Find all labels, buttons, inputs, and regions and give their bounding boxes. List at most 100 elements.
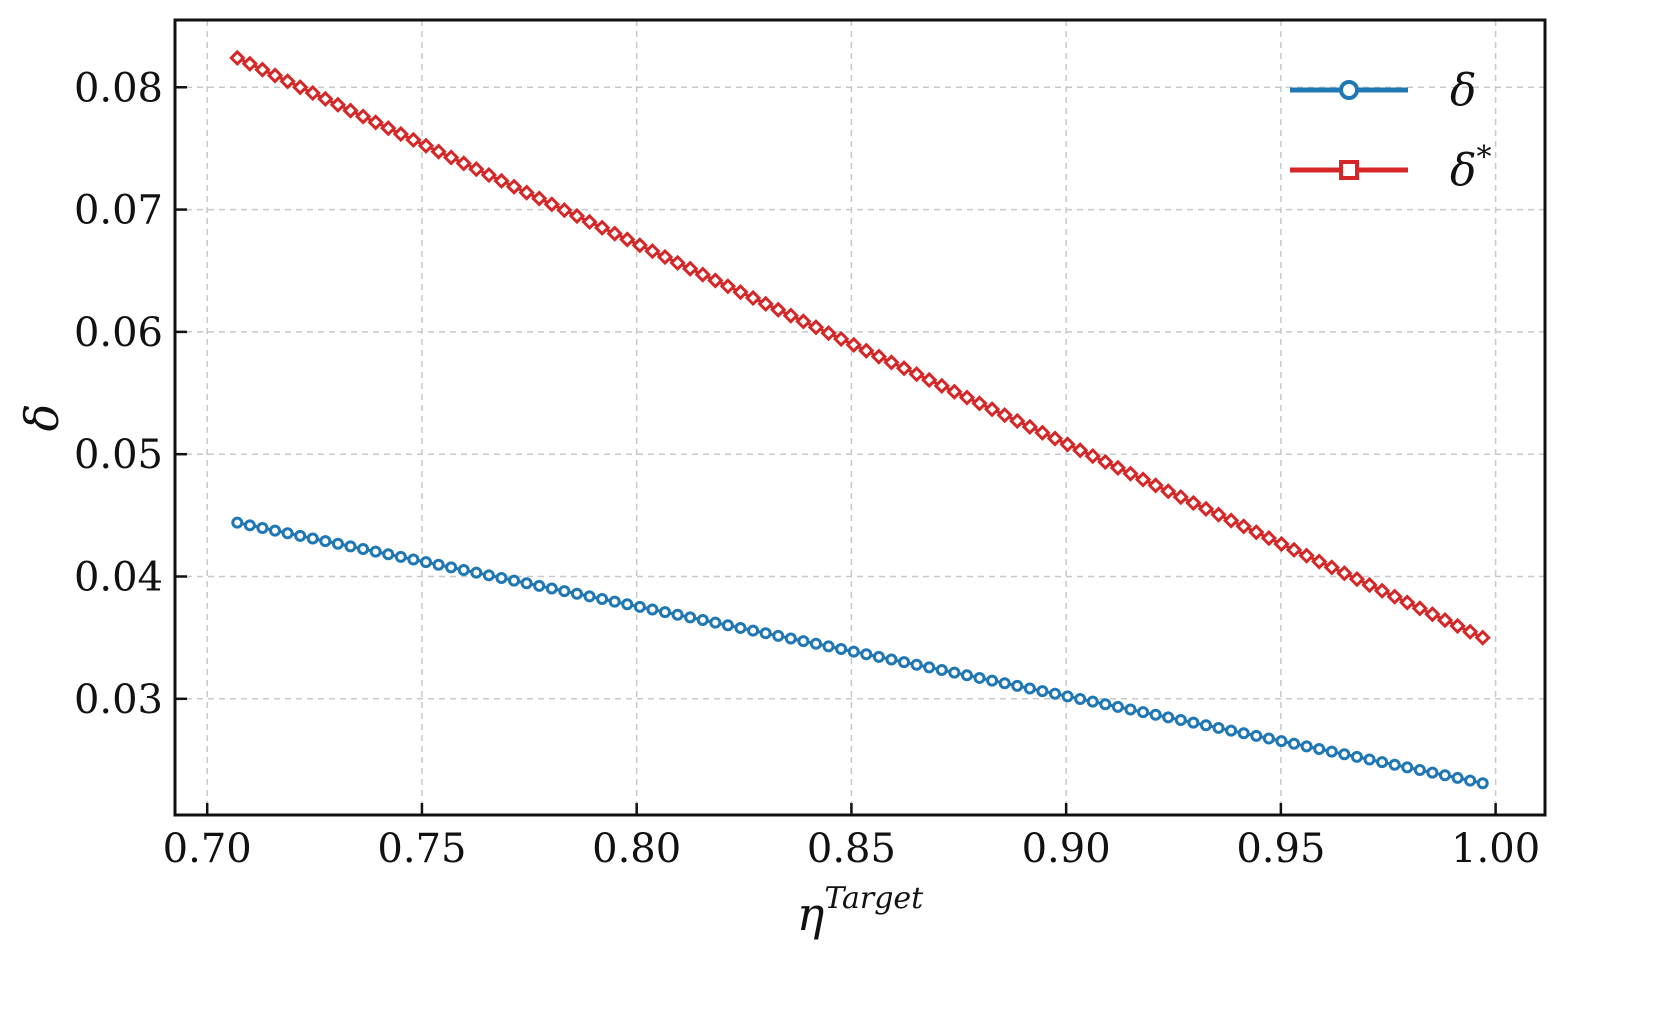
data-point <box>1023 682 1036 695</box>
data-point <box>946 383 963 400</box>
x-tick-label: 0.75 <box>377 826 466 872</box>
data-point <box>770 301 787 318</box>
data-point <box>998 677 1011 690</box>
data-point <box>1260 529 1277 547</box>
data-point <box>606 225 623 242</box>
data-point <box>847 645 860 658</box>
data-point <box>1074 692 1087 705</box>
data-point <box>883 354 900 371</box>
plot-frame <box>173 18 1547 817</box>
data-point <box>1199 719 1212 732</box>
data-point <box>419 556 432 569</box>
series-0 <box>231 516 1489 790</box>
data-point <box>1361 576 1378 594</box>
data-point <box>734 621 747 634</box>
data-point <box>707 272 724 289</box>
data-point <box>1350 750 1363 763</box>
data-point <box>1225 724 1238 737</box>
data-point <box>845 336 862 353</box>
data-point <box>807 319 825 336</box>
data-point <box>1197 500 1215 517</box>
data-point <box>895 360 913 377</box>
data-point <box>1250 729 1263 742</box>
data-point <box>1262 732 1275 745</box>
data-point <box>1388 758 1401 771</box>
legend-marker-delta <box>1339 80 1359 100</box>
data-point <box>908 366 925 383</box>
data-point <box>795 313 812 330</box>
data-point <box>933 377 950 394</box>
data-point <box>921 371 938 389</box>
data-point <box>1413 764 1426 777</box>
data-point <box>1034 424 1051 441</box>
data-point <box>392 125 409 143</box>
data-point <box>518 184 535 201</box>
data-point <box>1185 494 1202 512</box>
data-point <box>455 155 472 172</box>
x-tick-label: 0.85 <box>807 826 896 872</box>
data-point <box>241 55 258 72</box>
data-point <box>935 664 948 677</box>
data-point <box>1099 698 1112 711</box>
y-tick-label: 0.06 <box>74 310 163 356</box>
data-point <box>520 577 533 590</box>
data-point <box>694 266 711 283</box>
data-point <box>1059 436 1076 453</box>
data-point <box>1323 559 1340 576</box>
data-point <box>633 600 646 613</box>
y-tick-label: 0.05 <box>74 432 163 478</box>
data-point <box>505 178 523 195</box>
data-point <box>1137 706 1150 719</box>
data-point <box>344 540 357 553</box>
data-point <box>294 529 307 542</box>
data-point <box>1298 547 1315 564</box>
data-point <box>1248 524 1265 541</box>
data-point <box>1084 447 1101 465</box>
data-point <box>631 237 648 254</box>
data-point <box>820 325 837 342</box>
data-point <box>1149 708 1162 721</box>
data-point <box>533 579 546 592</box>
data-point <box>898 656 911 669</box>
data-point <box>986 674 999 687</box>
data-point <box>772 629 785 642</box>
data-point <box>1160 483 1177 500</box>
data-point <box>719 278 737 295</box>
data-point <box>570 587 583 600</box>
data-point <box>1275 735 1288 748</box>
data-point <box>1288 737 1301 750</box>
data-point <box>659 606 672 619</box>
data-point <box>1438 769 1451 782</box>
data-point <box>1338 748 1351 761</box>
data-point <box>480 166 498 184</box>
data-point <box>342 102 359 119</box>
data-point <box>568 207 586 225</box>
data-point <box>1172 488 1189 506</box>
data-point <box>354 108 372 125</box>
data-point <box>973 671 986 684</box>
data-point <box>833 330 850 348</box>
data-point <box>367 114 384 131</box>
data-point <box>292 79 309 96</box>
data-point <box>960 669 973 682</box>
data-point <box>1011 679 1024 692</box>
data-point <box>1411 600 1428 617</box>
y-tick-label: 0.07 <box>74 188 163 234</box>
data-point <box>684 611 697 624</box>
data-point <box>1273 535 1290 553</box>
legend: δ δ* <box>1290 65 1492 196</box>
data-point <box>621 598 634 611</box>
y-tick-label: 0.08 <box>74 65 163 111</box>
data-point <box>1174 714 1187 727</box>
data-point <box>558 585 571 598</box>
data-point <box>243 519 256 532</box>
data-point <box>1300 740 1313 753</box>
data-point <box>860 648 873 661</box>
data-point <box>369 545 382 558</box>
data-point <box>782 307 799 324</box>
data-point <box>269 524 282 537</box>
data-point <box>266 67 284 84</box>
data-point <box>231 516 244 529</box>
data-point <box>581 213 598 231</box>
